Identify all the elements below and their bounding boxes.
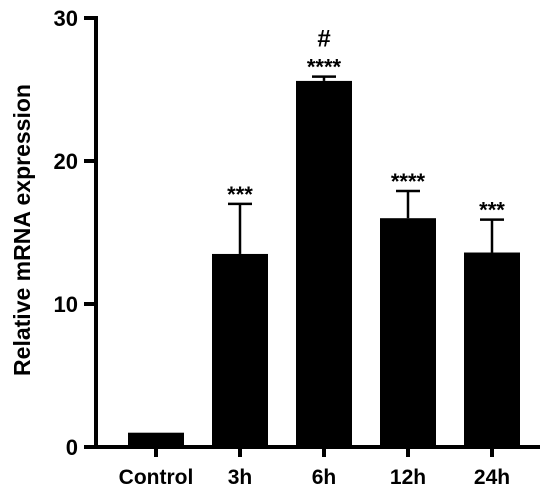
x-tick-label-24h: 24h — [474, 466, 510, 489]
annotation-label-6h: # — [317, 26, 330, 53]
significance-label-3h: *** — [227, 182, 253, 207]
bar-24h — [464, 252, 520, 447]
x-tick-label-3h: 3h — [228, 466, 253, 489]
y-tick-label-30: 30 — [54, 6, 78, 31]
chart-bars — [128, 75, 520, 448]
significance-label-6h: **** — [307, 55, 342, 80]
x-tick-label-control: Control — [119, 466, 194, 489]
x-tick-label-12h: 12h — [390, 466, 426, 489]
bar-12h — [380, 218, 436, 447]
bar-3h — [212, 253, 268, 447]
significance-label-12h: **** — [391, 169, 426, 194]
chart-labels: Control 3h***6h****#12h****24h*** — [119, 26, 510, 489]
y-tick-label-0: 0 — [66, 435, 78, 460]
x-tick-label-6h: 6h — [312, 466, 337, 489]
bar-control — [128, 432, 184, 447]
significance-label-24h: *** — [479, 198, 505, 223]
y-tick-label-10: 10 — [54, 292, 78, 317]
y-axis-title: Relative mRNA expression — [9, 84, 35, 376]
y-tick-label-20: 20 — [54, 149, 78, 174]
bar-6h — [296, 80, 352, 448]
